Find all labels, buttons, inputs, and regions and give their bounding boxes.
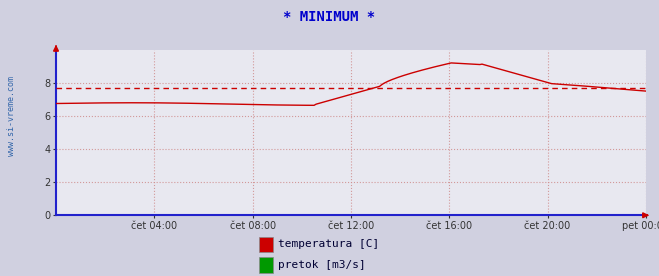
Text: www.si-vreme.com: www.si-vreme.com [7,76,16,156]
Text: pretok [m3/s]: pretok [m3/s] [278,260,366,270]
Text: temperatura [C]: temperatura [C] [278,239,380,249]
Text: * MINIMUM *: * MINIMUM * [283,10,376,24]
